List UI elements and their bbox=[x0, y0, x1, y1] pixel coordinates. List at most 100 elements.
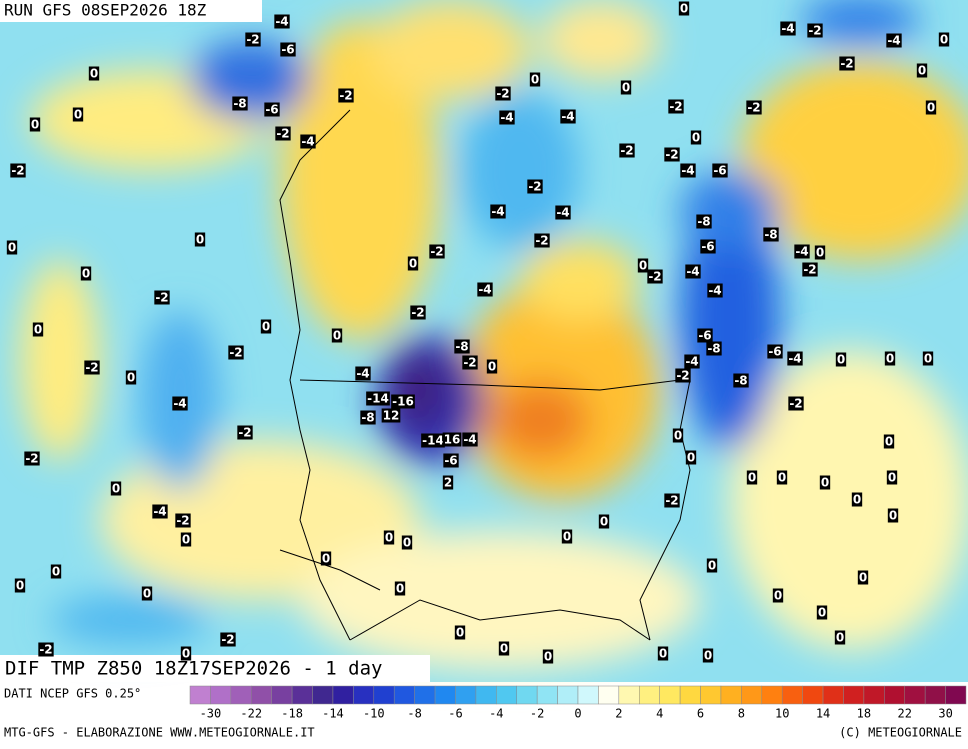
label-bg bbox=[152, 504, 168, 519]
contour-value: 0 bbox=[886, 352, 894, 366]
label-bg bbox=[180, 646, 192, 661]
contour-label: 0 bbox=[125, 370, 137, 385]
colorbar-tick-label: -4 bbox=[489, 707, 503, 721]
colorbar-swatch bbox=[557, 685, 579, 705]
contour-label: -4 bbox=[477, 282, 493, 297]
label-bg bbox=[462, 355, 478, 370]
label-bg bbox=[702, 648, 714, 663]
contour-label: 0 bbox=[88, 66, 100, 81]
label-bg bbox=[834, 630, 846, 645]
contour-label: -4 bbox=[780, 21, 796, 36]
colorbar-swatch bbox=[189, 685, 211, 705]
colorbar-swatch bbox=[516, 685, 538, 705]
contour-value: 0 bbox=[639, 259, 647, 273]
label-bg bbox=[598, 514, 610, 529]
contour-value: 0 bbox=[34, 323, 42, 337]
colorbar-swatch bbox=[271, 685, 293, 705]
label-bg bbox=[664, 147, 680, 162]
contour-value: -8 bbox=[707, 342, 720, 356]
colorbar-tick-label: 2 bbox=[615, 707, 622, 721]
contour-label: 0 bbox=[80, 266, 92, 281]
label-bg bbox=[280, 42, 296, 57]
contour-value: -2 bbox=[411, 306, 424, 320]
contour-value: 0 bbox=[680, 2, 688, 16]
contour-label: -2 bbox=[675, 368, 691, 383]
contour-value: -2 bbox=[221, 633, 234, 647]
contour-value: 0 bbox=[403, 536, 411, 550]
contour-value: 0 bbox=[836, 631, 844, 645]
source: DATI NCEP GFS 0.25° bbox=[4, 687, 141, 701]
contour-label: -4 bbox=[462, 432, 478, 447]
label-bg bbox=[884, 351, 896, 366]
contour-value: -8 bbox=[361, 411, 374, 425]
contour-value: 0 bbox=[531, 73, 539, 87]
contour-value: 0 bbox=[778, 471, 786, 485]
contour-label: -4 bbox=[499, 110, 515, 125]
label-bg bbox=[88, 66, 100, 81]
contour-value: -6 bbox=[701, 240, 714, 254]
label-bg bbox=[916, 63, 928, 78]
colorbar-swatch bbox=[210, 685, 232, 705]
contour-label: -2 bbox=[664, 147, 680, 162]
label-bg bbox=[772, 588, 784, 603]
label-bg bbox=[331, 328, 343, 343]
contour-value: -4 bbox=[173, 397, 186, 411]
contour-value: -2 bbox=[276, 127, 289, 141]
contour-value: 0 bbox=[182, 647, 190, 661]
colorbar-swatch bbox=[741, 685, 763, 705]
colorbar-tick-label: -2 bbox=[530, 707, 544, 721]
label-bg bbox=[746, 470, 758, 485]
label-bg bbox=[383, 530, 395, 545]
label-bg bbox=[883, 434, 895, 449]
contour-label: -2 bbox=[668, 99, 684, 114]
contour-value: -4 bbox=[788, 352, 801, 366]
label-bg bbox=[678, 1, 690, 16]
contour-label: -2 bbox=[338, 88, 354, 103]
contour-label: -6 bbox=[697, 328, 713, 343]
contour-value: -4 bbox=[681, 164, 694, 178]
colorbar-swatch bbox=[577, 685, 599, 705]
contour-value: -4 bbox=[561, 110, 574, 124]
contour-value: 0 bbox=[853, 493, 861, 507]
contour-label: 0 bbox=[50, 564, 62, 579]
contour-label: 0 bbox=[814, 245, 826, 260]
contour-value: -2 bbox=[535, 234, 548, 248]
contour-label: -14 bbox=[366, 391, 390, 406]
label-bg bbox=[14, 578, 26, 593]
colorbar-swatch bbox=[536, 685, 558, 705]
contour-label: 0 bbox=[772, 588, 784, 603]
label-bg bbox=[672, 428, 684, 443]
contour-label: 0 bbox=[598, 514, 610, 529]
label-bg bbox=[685, 450, 697, 465]
contour-label: -4 bbox=[886, 33, 902, 48]
contour-value: 0 bbox=[927, 101, 935, 115]
contour-label: 2 bbox=[442, 475, 454, 490]
contour-value: -2 bbox=[648, 270, 661, 284]
contour-label: -2 bbox=[24, 451, 40, 466]
contour-value: 0 bbox=[396, 582, 404, 596]
label-bg bbox=[443, 453, 459, 468]
colorbar-swatch bbox=[659, 685, 681, 705]
contour-value: -4 bbox=[478, 283, 491, 297]
contour-value: -8 bbox=[734, 374, 747, 388]
contour-label: 0 bbox=[194, 232, 206, 247]
contour-label: -2 bbox=[527, 179, 543, 194]
contour-value: 0 bbox=[456, 626, 464, 640]
contour-value: -2 bbox=[620, 144, 633, 158]
colorbar-swatch bbox=[781, 685, 803, 705]
contour-value: 0 bbox=[127, 371, 135, 385]
colorbar-swatch bbox=[884, 685, 905, 705]
contour-label: 0 bbox=[925, 100, 937, 115]
label-bg bbox=[410, 305, 426, 320]
colorbar-tick-label: 8 bbox=[738, 707, 745, 721]
contour-label: -8 bbox=[763, 227, 779, 242]
label-bg bbox=[300, 134, 316, 149]
label-bg bbox=[486, 359, 498, 374]
contour-value: -8 bbox=[764, 228, 777, 242]
contour-label: -2 bbox=[237, 425, 253, 440]
label-bg bbox=[787, 351, 803, 366]
colorbar-swatch bbox=[802, 685, 824, 705]
colorbar-swatch bbox=[373, 685, 395, 705]
label-bg bbox=[80, 266, 92, 281]
